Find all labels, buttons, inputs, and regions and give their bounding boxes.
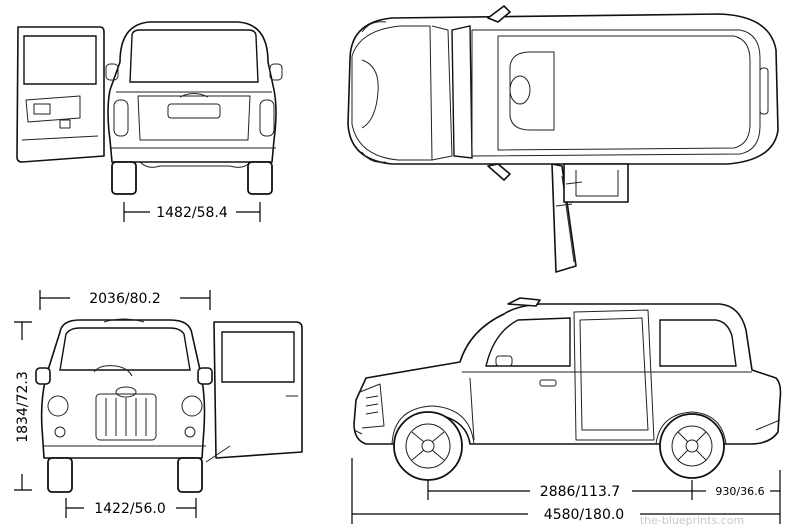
front-view-open-door [205, 321, 303, 463]
front-view: 2036/80.2 1834/72.3 1422/56.0 [14, 290, 303, 518]
front-view-body [35, 318, 213, 493]
side-view-front-wheel [393, 411, 463, 481]
watermark-text: the-blueprints.com [640, 514, 744, 527]
wheelbase-label: 2886/113.7 [540, 484, 620, 500]
top-view-open-door [551, 163, 629, 273]
length-dimension: 4580/180.0 [351, 458, 781, 524]
rear-track-dimension: 1482/58.4 [123, 202, 261, 222]
height-dimension: 1834/72.3 [14, 321, 32, 491]
rear-view: 1482/58.4 [16, 21, 283, 222]
height-label: 1834/72.3 [15, 371, 31, 443]
side-view-body [353, 297, 782, 445]
front-track-label: 1422/56.0 [94, 501, 166, 517]
front-track-dimension: 1422/56.0 [65, 498, 197, 518]
length-label: 4580/180.0 [544, 507, 624, 523]
side-view-rear-wheel [659, 413, 725, 479]
rear-track-label: 1482/58.4 [156, 205, 228, 221]
rear-view-body [105, 21, 283, 195]
rear-overhang-label: 930/36.6 [715, 485, 764, 498]
rear-overhang-dimension: 930/36.6 [692, 470, 781, 500]
top-view-body [347, 5, 779, 181]
width-dimension: 2036/80.2 [39, 290, 211, 310]
width-label: 2036/80.2 [89, 291, 161, 307]
rear-view-open-door [16, 26, 105, 163]
side-view: 2886/113.7 930/36.6 4580/180.0 [351, 297, 782, 524]
wheelbase-dimension: 2886/113.7 [427, 480, 693, 500]
top-view [347, 5, 779, 273]
